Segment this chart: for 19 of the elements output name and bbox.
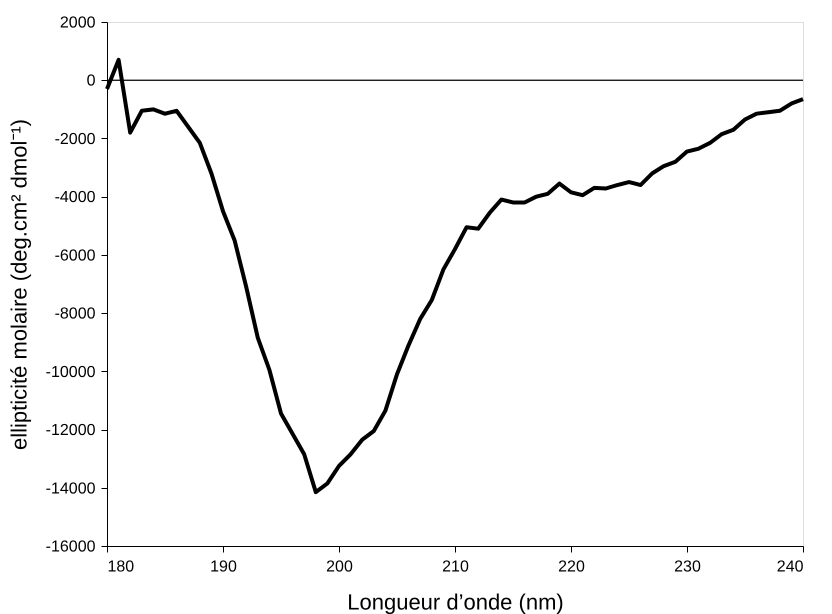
y-tick-label: -10000 — [46, 364, 96, 381]
y-tick-label: -14000 — [46, 480, 96, 498]
x-tick-label: 210 — [442, 558, 469, 576]
y-tick-label: 0 — [86, 72, 96, 90]
y-tick-label: -2000 — [54, 130, 96, 148]
x-tick-label: 240 — [776, 558, 804, 576]
x-tick-label: 200 — [326, 558, 353, 576]
x-axis-title: Longueur d’onde (nm) — [347, 590, 564, 614]
y-tick-label: -8000 — [54, 306, 96, 323]
x-tick-label: 220 — [558, 558, 585, 576]
y-tick-label: -12000 — [46, 422, 96, 440]
x-tick-label: 230 — [674, 558, 701, 576]
x-tick-label: 190 — [210, 558, 237, 576]
y-tick-label: 2000 — [60, 14, 96, 32]
y-tick-label: -16000 — [46, 538, 96, 556]
y-axis-title: ellipticité molaire (deg.cm² dmol⁻¹) — [6, 119, 32, 450]
y-tick-label: -4000 — [54, 189, 96, 206]
y-tick-label: -6000 — [54, 247, 96, 264]
x-tick-label: 180 — [108, 558, 134, 576]
